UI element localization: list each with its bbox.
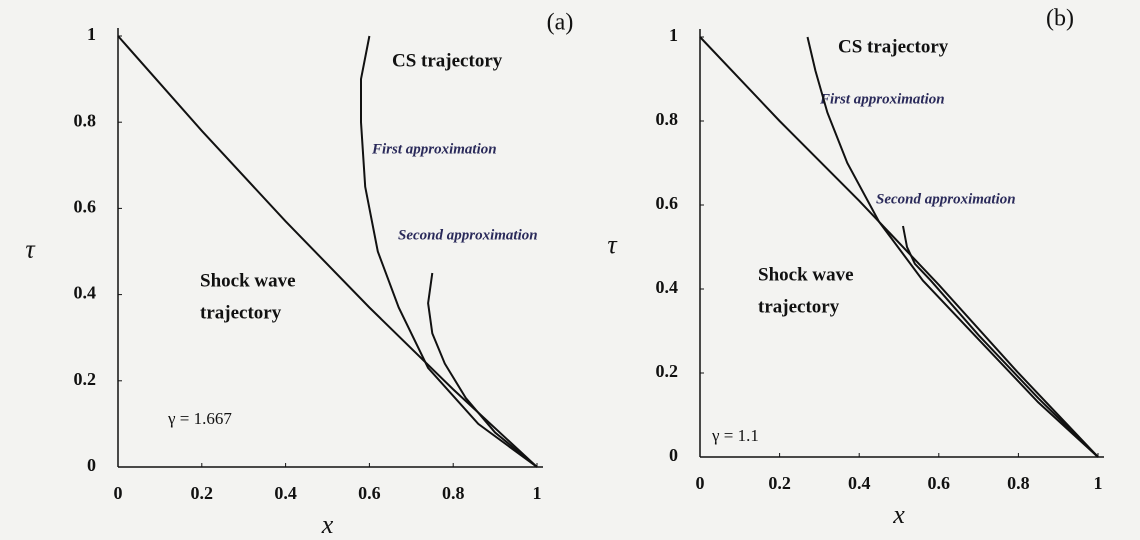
y-tick-label: 0.4 (656, 277, 679, 297)
x-tick-label: 0 (696, 473, 705, 493)
annotation: Shock wave (758, 264, 854, 285)
annotation: Second approximation (876, 191, 1016, 207)
curve (902, 225, 1099, 458)
y-tick-label: 0.8 (74, 110, 97, 130)
annotation: trajectory (200, 302, 282, 323)
x-tick-label: 0.8 (1007, 473, 1030, 493)
x-tick-label: 0.6 (358, 483, 381, 503)
annotation: First approximation (371, 141, 497, 157)
annotation: γ = 1.667 (167, 409, 232, 428)
y-tick-label: 1 (669, 25, 678, 45)
annotation: CS trajectory (838, 36, 949, 57)
annotation: CS trajectory (392, 50, 503, 71)
curve (806, 36, 1099, 458)
x-tick-label: 1 (533, 483, 542, 503)
annotation: Second approximation (398, 227, 538, 243)
x-tick-label: 0.2 (191, 483, 214, 503)
x-tick-label: 0 (114, 483, 123, 503)
x-tick-label: 0.2 (768, 473, 791, 493)
x-tick-label: 1 (1094, 473, 1103, 493)
x-tick-label: 0.4 (274, 483, 297, 503)
curve (117, 35, 538, 468)
annotation: trajectory (758, 296, 840, 317)
x-tick-label: 0.8 (442, 483, 465, 503)
y-axis-label: τ (25, 234, 36, 263)
x-axis-label: x (892, 500, 905, 529)
y-tick-label: 0.6 (74, 197, 97, 217)
x-tick-label: 0.4 (848, 473, 871, 493)
annotation: First approximation (819, 91, 945, 107)
y-tick-label: 0.6 (656, 193, 679, 213)
curve (360, 35, 538, 468)
x-axis-label: x (321, 510, 334, 539)
y-tick-label: 1 (87, 24, 96, 44)
curve (699, 36, 1099, 458)
curve (427, 272, 538, 468)
panel-label: (a) (547, 10, 574, 36)
y-tick-label: 0.2 (74, 369, 97, 389)
annotation: γ = 1.1 (711, 426, 759, 445)
x-tick-label: 0.6 (928, 473, 951, 493)
panel-label: (b) (1046, 6, 1074, 32)
y-tick-label: 0.4 (74, 283, 97, 303)
annotation: Shock wave (200, 270, 296, 291)
y-tick-label: 0 (669, 445, 678, 465)
y-axis-label: τ (607, 230, 618, 259)
y-tick-label: 0.2 (656, 361, 679, 381)
y-tick-label: 0.8 (656, 109, 679, 129)
y-tick-label: 0 (87, 455, 96, 475)
